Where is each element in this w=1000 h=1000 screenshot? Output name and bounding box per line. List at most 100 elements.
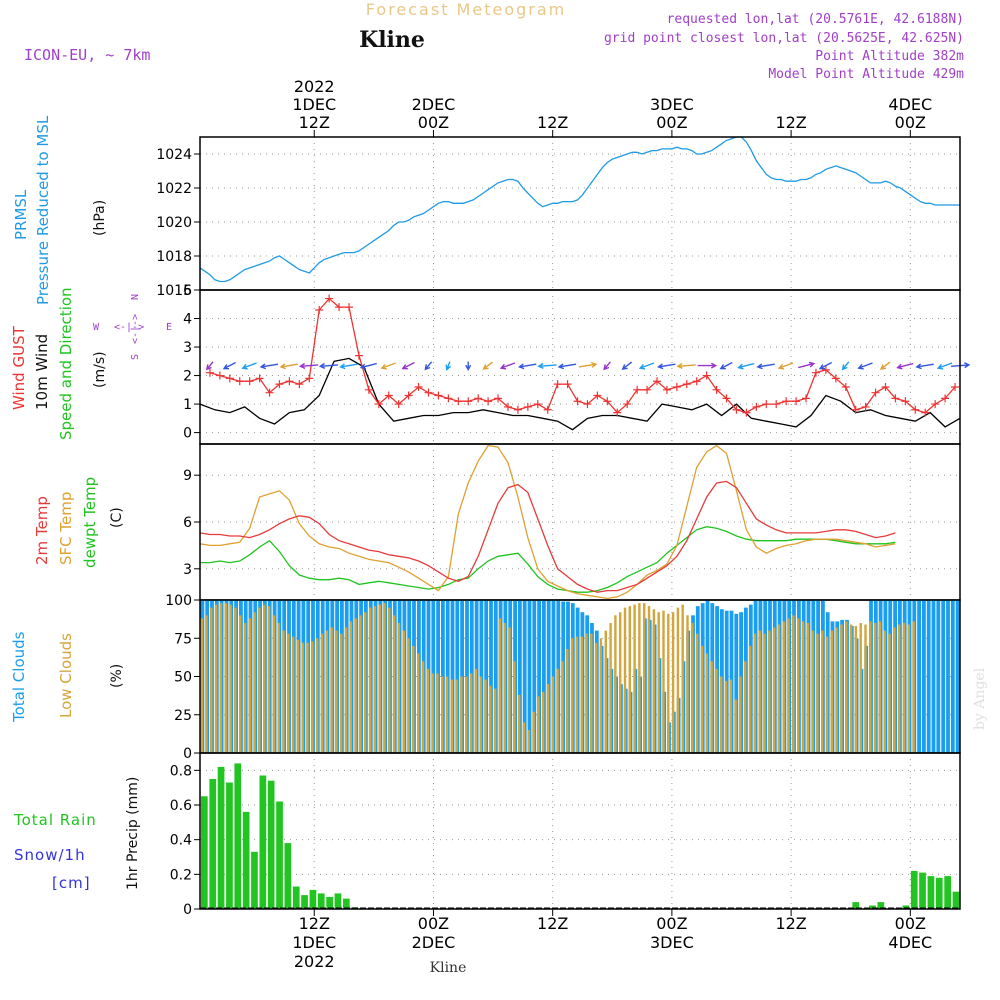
low-cloud-bar [705, 653, 708, 753]
rain-bar [251, 851, 258, 909]
rain-bar [910, 870, 918, 909]
model-label: ICON-EU, ~ 7km [24, 46, 150, 64]
low-cloud-bar [445, 676, 449, 753]
low-cloud-bar [489, 685, 492, 753]
low-cloud-bar [811, 630, 814, 753]
low-cloud-bar [580, 636, 583, 753]
total-cloud-bar [493, 600, 498, 753]
wind-direction-arrow [896, 362, 914, 370]
low-cloud-bar [623, 607, 627, 753]
compass-rose: W E <-|-> N <-|-> S [93, 294, 172, 360]
low-cloud-bar [748, 645, 752, 753]
wind-direction-arrow [318, 362, 339, 369]
gust-marker [235, 377, 244, 386]
wind-direction-arrow [401, 361, 415, 370]
panel-frame [199, 136, 961, 291]
wind-ytick-label: 5 [183, 283, 192, 299]
wind-ytick-label: 2 [183, 369, 192, 385]
low-cloud-bar [542, 691, 545, 753]
low-cloud-bar [311, 641, 314, 753]
bottom-tick-label: 12Z [537, 914, 568, 933]
low-cloud-bar [830, 630, 833, 753]
wind-direction-arrow [359, 362, 377, 370]
rain-bar [317, 893, 325, 909]
panel-2: 3 6 9 [183, 443, 961, 601]
low-cloud-bar [277, 623, 280, 753]
low-cloud-bar [340, 633, 343, 753]
wind-ytick-label: 0 [183, 426, 192, 442]
low-cloud-bar [513, 661, 516, 753]
low-cloud-bar [590, 633, 593, 753]
gust-marker [652, 377, 661, 386]
low-cloud-bar [604, 630, 607, 753]
rain-bar [326, 896, 333, 909]
low-cloud-bar [407, 638, 410, 754]
low-cloud-bar [214, 604, 218, 753]
wind-direction-arrow [818, 361, 833, 370]
gust-marker [464, 397, 473, 406]
low-cloud-bar [724, 681, 728, 753]
gust-marker [424, 388, 433, 397]
low-cloud-bar [816, 633, 819, 753]
rain-bar [234, 763, 242, 909]
precip-ytick-label: 0.4 [170, 833, 192, 849]
gust-marker [414, 382, 423, 391]
low-cloud-bar [835, 627, 838, 753]
total-cloud-bar [946, 600, 950, 753]
gust-marker [265, 388, 274, 397]
low-cloud-bar [527, 730, 530, 753]
wind-direction-arrow [279, 363, 299, 370]
total-cloud-bar [922, 600, 926, 753]
gust-line [209, 297, 956, 414]
low-cloud-bar [570, 638, 574, 754]
top-tick-label: 00Z [656, 113, 687, 132]
low-cloud-bar [662, 610, 665, 753]
low-cloud-bar [695, 633, 699, 753]
total-cloud-bar [931, 600, 936, 753]
low-cloud-bar [291, 636, 295, 753]
low-cloud-bar [893, 627, 896, 753]
gust-marker [662, 385, 671, 394]
bottom-tick-label: 12Z [299, 914, 330, 933]
wind-direction-arrow [499, 362, 516, 370]
gust-marker [354, 351, 363, 360]
dewpt-label: dewpt Temp [81, 477, 99, 568]
rain-bar [242, 811, 250, 909]
wind-unit: (m/s) [92, 351, 108, 388]
gust-marker [205, 368, 214, 377]
low-cloud-bar [681, 604, 684, 753]
wind-direction-arrow [259, 363, 279, 370]
panel-4: 0 0.2 0.4 0.6 0.8 [170, 752, 961, 918]
low-cloud-bar [700, 645, 704, 753]
total-cloud-bar [917, 600, 921, 753]
top-tick-label: 2022 [294, 77, 335, 96]
low-cloud-bar [710, 661, 713, 753]
low-cloud-bar [898, 624, 901, 753]
low-cloud-bar [282, 630, 285, 753]
bottom-tick-label: 00Z [895, 914, 926, 933]
gust-marker [692, 377, 701, 386]
low-cloud-bar [883, 630, 886, 753]
low-cloud-bar [825, 636, 829, 753]
low-cloud-bar [628, 606, 631, 753]
wind-direction-arrow [638, 362, 655, 370]
low-cloud-bar [686, 615, 689, 753]
gust-marker [364, 385, 373, 394]
total-cloud-bar [936, 600, 941, 753]
wind-direction-arrow [621, 361, 633, 370]
surface-temp-line [199, 444, 896, 600]
low-cloud-bar [315, 638, 319, 754]
location-title: Kline [359, 27, 425, 53]
low-cloud-bar [782, 621, 785, 753]
top-tick-label: 00Z [418, 113, 449, 132]
bottom-tick-label: 00Z [418, 914, 449, 933]
low-cloud-bar [849, 624, 853, 753]
wind-direction-arrow [445, 361, 452, 371]
low-cloud-bar [772, 627, 776, 753]
low-cloud-bar [272, 615, 276, 753]
low-cloud-bar [239, 615, 242, 753]
low-cloud-bar [267, 606, 271, 753]
low-cloud-bar [854, 626, 858, 753]
low-cloud-bar [253, 612, 256, 753]
